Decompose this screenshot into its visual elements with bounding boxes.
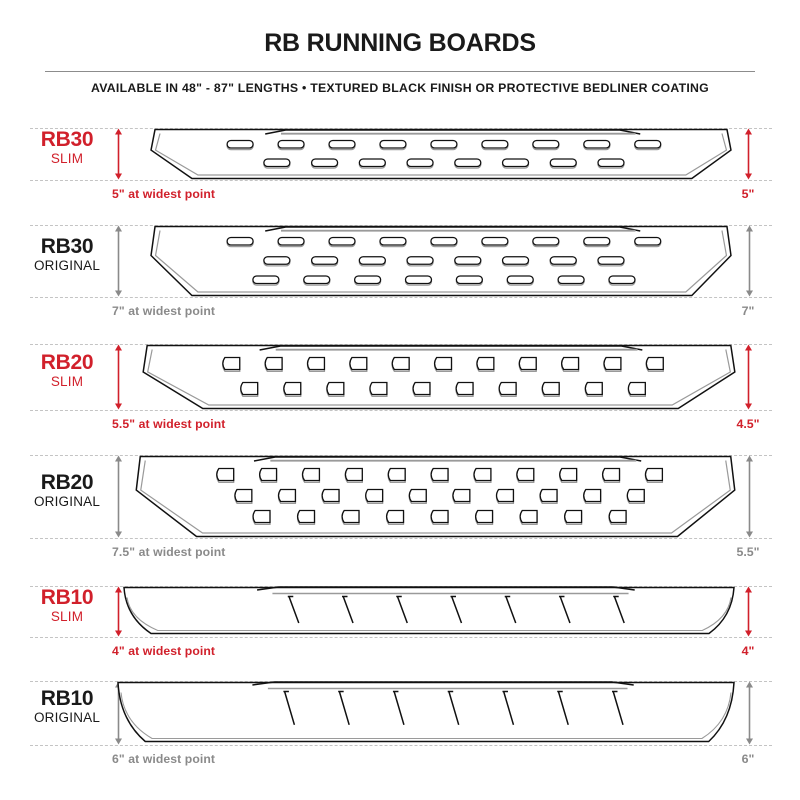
width-caption: 7.5" at widest point — [112, 545, 226, 559]
board-drawing — [116, 681, 736, 745]
width-dimension-arrow — [112, 586, 125, 637]
board-drawing — [140, 344, 738, 410]
model-name: RB30 — [40, 235, 94, 258]
guide-line-bottom — [30, 745, 772, 746]
board-illustration — [142, 344, 736, 410]
width-caption: 6" at widest point — [112, 752, 216, 766]
height-value: 7" — [741, 304, 755, 318]
model-name: RB20 — [40, 351, 94, 374]
header-subtitle: AVAILABLE IN 48" - 87" LENGTHS • TEXTURE… — [91, 81, 709, 95]
height-dimension-arrow — [743, 455, 756, 538]
board-drawing — [133, 455, 738, 538]
product-label: RB10 ORIGINAL — [28, 687, 106, 727]
guide-line-top — [30, 455, 772, 456]
height-dimension-arrow — [743, 225, 756, 297]
height-dimension-arrow — [742, 128, 755, 180]
height-value: 5" — [741, 187, 755, 201]
width-caption: 4" at widest point — [112, 644, 216, 658]
guide-line-bottom — [30, 180, 772, 181]
board-illustration — [150, 128, 732, 180]
height-value: 4.5" — [736, 417, 760, 431]
model-name: RB20 — [40, 470, 94, 494]
height-value: 5.5" — [736, 545, 760, 559]
product-label: RB30 ORIGINAL — [28, 235, 106, 275]
product-label: RB10 SLIM — [28, 585, 106, 626]
width-caption: 7" at widest point — [112, 304, 216, 318]
guide-line-top — [30, 225, 772, 226]
width-dimension-arrow — [112, 344, 125, 410]
header-divider — [45, 71, 755, 72]
height-value: 6" — [741, 752, 755, 766]
model-name: RB30 — [40, 128, 94, 151]
guide-line-bottom — [30, 297, 772, 298]
width-caption: 5.5" at widest point — [112, 417, 226, 431]
board-illustration — [135, 455, 736, 538]
guide-line-bottom — [30, 538, 772, 539]
height-dimension-arrow — [742, 344, 755, 410]
model-variant: ORIGINAL — [33, 493, 101, 509]
board-drawing — [148, 225, 734, 297]
model-variant: SLIM — [50, 374, 84, 390]
guide-line-top — [30, 344, 772, 345]
model-name: RB10 — [40, 585, 94, 609]
height-value: 4" — [741, 644, 755, 658]
model-variant: ORIGINAL — [33, 710, 101, 726]
product-label: RB20 SLIM — [28, 351, 106, 391]
height-dimension-arrow — [743, 681, 756, 745]
height-dimension-arrow — [742, 586, 755, 637]
product-label: RB30 SLIM — [28, 128, 106, 168]
model-variant: SLIM — [50, 608, 84, 624]
page-header: RB RUNNING BOARDS AVAILABLE IN 48" - 87"… — [0, 0, 800, 95]
board-drawing — [148, 128, 734, 180]
product-label: RB20 ORIGINAL — [28, 470, 106, 511]
width-dimension-arrow — [112, 455, 125, 538]
guide-line-bottom — [30, 637, 772, 638]
model-name: RB10 — [40, 687, 94, 710]
board-illustration — [117, 681, 735, 743]
width-caption: 5" at widest point — [112, 187, 216, 201]
guide-line-bottom — [30, 410, 772, 411]
board-drawing — [122, 586, 736, 637]
board-illustration — [150, 225, 732, 297]
guide-line-top — [30, 128, 772, 129]
width-dimension-arrow — [112, 225, 125, 297]
model-variant: SLIM — [50, 151, 84, 167]
model-variant: ORIGINAL — [33, 258, 101, 274]
board-illustration — [123, 586, 735, 635]
page-title: RB RUNNING BOARDS — [264, 29, 536, 57]
width-dimension-arrow — [112, 128, 125, 180]
